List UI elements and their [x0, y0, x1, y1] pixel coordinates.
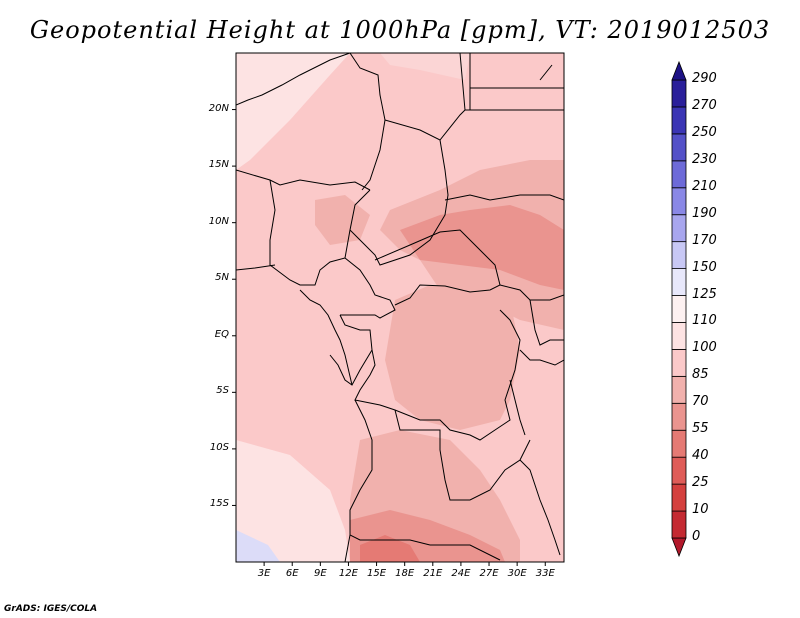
border-coast-gulf — [236, 264, 353, 386]
colorbar-level-label: 170 — [692, 232, 717, 248]
border-cameroon — [340, 257, 396, 319]
lon-tick-label: 18E — [395, 568, 415, 579]
lon-tick-label: 12E — [338, 568, 358, 579]
lat-tick-label: EQ — [214, 328, 229, 340]
field-light-sw — [236, 440, 350, 562]
colorbar-box — [671, 456, 687, 485]
lat-tick-label: 5S — [216, 385, 229, 397]
lat-tick-label: 10S — [209, 441, 229, 453]
border-zambia — [394, 409, 531, 501]
colorbar-box — [671, 483, 687, 512]
lat-tick-label: 20N — [208, 102, 229, 114]
border-ne-corner — [470, 64, 564, 89]
colorbar-level-label: 25 — [692, 475, 709, 491]
colorbar-level-label: 40 — [692, 448, 709, 464]
lon-tick-label: 3E — [257, 568, 271, 579]
colorbar-tip-high — [671, 60, 687, 81]
colorbar-box — [671, 402, 687, 431]
colorbar-level-label: 230 — [692, 151, 717, 167]
colorbar-box — [671, 375, 687, 404]
border-east-africa — [519, 299, 564, 366]
colorbar-level-label: 250 — [692, 124, 717, 140]
field-dark-ne — [400, 205, 564, 290]
map-field — [236, 53, 564, 562]
colorbar-box — [671, 268, 687, 296]
colorbar-level-label: 0 — [692, 529, 701, 544]
colorbar-level-label: 110 — [692, 313, 717, 329]
lon-tick-label: 33E — [535, 568, 555, 579]
field-darkest-south — [360, 535, 420, 562]
border-egypt-sudan — [459, 53, 564, 111]
colorbar-box — [671, 510, 687, 539]
lon-tick-label: 27E — [479, 568, 499, 579]
field-light-nw — [236, 53, 350, 170]
colorbar — [671, 60, 687, 558]
tick-marks — [232, 109, 546, 566]
lat-tick-label: 15N — [208, 159, 229, 171]
map-frame — [235, 52, 565, 563]
colorbar-level-label: 125 — [692, 286, 717, 302]
lon-tick-label: 15E — [367, 568, 387, 579]
colorbar-box — [671, 295, 687, 323]
colorbar-level-label: 190 — [692, 205, 717, 221]
colorbar-level-label: 10 — [692, 502, 709, 518]
field-mid-congo — [385, 285, 520, 430]
lat-tick-label: 5N — [215, 272, 229, 284]
colorbar-tip-low — [671, 537, 687, 558]
colorbar-box — [671, 322, 687, 350]
border-nigeria — [269, 179, 351, 286]
border-chad — [349, 109, 466, 266]
lon-tick-label: 6E — [285, 568, 299, 579]
border-namibia — [344, 534, 501, 562]
border-drc — [354, 309, 521, 441]
colorbar-level-label: 100 — [692, 340, 717, 356]
colorbar-box — [671, 160, 687, 189]
colorbar-level-label: 85 — [692, 367, 709, 383]
lon-tick-label: 24E — [451, 568, 471, 579]
colorbar-box — [671, 106, 687, 135]
country-borders — [236, 53, 564, 562]
colorbar-level-label: 70 — [692, 394, 709, 410]
coastline-west — [236, 53, 351, 106]
colorbar-box — [671, 187, 687, 216]
lon-tick-label: 30E — [507, 568, 527, 579]
footer-credit: GrADS: IGES/COLA — [4, 604, 98, 614]
field-mid-west — [315, 195, 370, 245]
lon-tick-label: 21E — [423, 568, 443, 579]
field-blue-sw — [236, 530, 280, 562]
colorbar-level-label: 270 — [692, 97, 717, 113]
colorbar-level-label: 210 — [692, 178, 717, 194]
border-angola — [349, 399, 431, 546]
colorbar-box — [671, 214, 687, 243]
field-light-n — [380, 53, 470, 80]
lon-tick-label: 9E — [313, 568, 327, 579]
colorbar-level-label: 150 — [692, 259, 717, 275]
colorbar-box — [671, 349, 687, 377]
border-congo — [329, 314, 373, 386]
border-mozambique — [519, 459, 561, 556]
border-libya — [349, 53, 386, 191]
colorbar-box — [671, 133, 687, 162]
colorbar-level-label: 55 — [692, 421, 709, 437]
map-title: Geopotential Height at 1000hPa [gpm], VT… — [29, 16, 771, 44]
colorbar-box — [671, 241, 687, 269]
lat-tick-label: 10N — [208, 215, 229, 227]
border-lake-tanganyika — [509, 379, 526, 436]
colorbar-box — [671, 429, 687, 458]
colorbar-level-label: 290 — [692, 71, 717, 86]
lat-tick-label: 15S — [209, 498, 229, 510]
colorbar-box — [671, 79, 687, 108]
